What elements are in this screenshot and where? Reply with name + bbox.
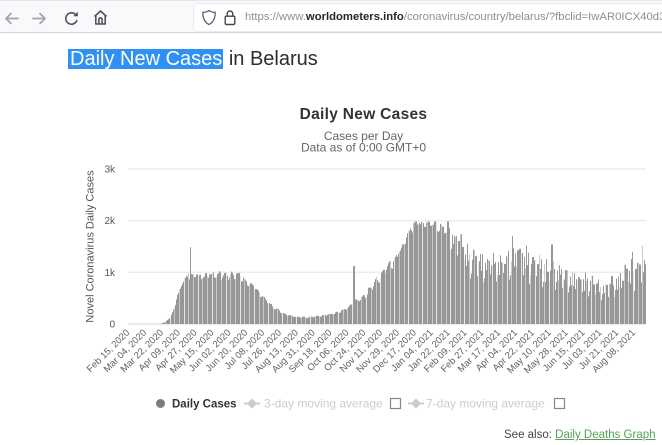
svg-text:2k: 2k [104,216,116,227]
svg-text:0: 0 [109,320,115,331]
svg-text:Novel Coronavirus Daily Cases: Novel Coronavirus Daily Cases [85,170,97,323]
svg-text:3-day moving average: 3-day moving average [264,397,383,411]
svg-text:Daily New Cases: Daily New Cases [300,106,428,123]
svg-text:Cases per Day: Cases per Day [324,129,403,143]
svg-text:1k: 1k [104,268,116,279]
svg-text:Data as of 0:00 GMT+0: Data as of 0:00 GMT+0 [301,141,426,155]
svg-text:Daily Cases: Daily Cases [172,399,237,411]
svg-text:3k: 3k [104,165,116,176]
svg-text:7-day moving average: 7-day moving average [426,397,545,411]
